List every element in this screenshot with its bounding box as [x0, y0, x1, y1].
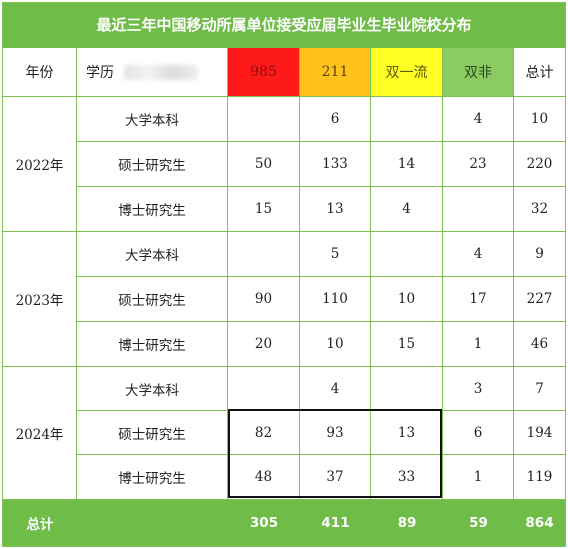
degree-cell: 博士研究生	[77, 455, 228, 500]
degree-cell: 博士研究生	[77, 187, 228, 232]
value-total: 10	[514, 97, 565, 142]
value-non-double: 4	[443, 232, 514, 277]
value-985: 50	[228, 142, 300, 187]
table-title: 最近三年中国移动所属单位接受应届毕业生毕业院校分布	[3, 3, 565, 48]
value-double-first-class	[371, 367, 443, 411]
totals-label: 总计	[26, 517, 54, 533]
value-double-first-class: 14	[371, 142, 443, 187]
value-985: 20	[228, 322, 300, 367]
value-double-first-class: 10	[371, 277, 443, 322]
value-211: 10	[300, 322, 371, 367]
total-985: 305	[249, 515, 279, 531]
year-cell: 2024年	[3, 367, 77, 500]
degree-cell: 大学本科	[77, 367, 228, 411]
value-total: 194	[514, 411, 565, 455]
value-total: 46	[514, 322, 565, 367]
value-985	[228, 232, 300, 277]
value-non-double: 3	[443, 367, 514, 411]
value-211: 5	[300, 232, 371, 277]
value-non-double: 1	[443, 455, 514, 500]
value-985: 15	[228, 187, 300, 232]
value-non-double: 23	[443, 142, 514, 187]
value-211: 110	[300, 277, 371, 322]
value-211: 4	[300, 367, 371, 411]
header-non-double: 双非	[443, 48, 514, 97]
value-211: 93	[300, 411, 371, 455]
value-double-first-class	[371, 97, 443, 142]
value-non-double	[443, 187, 514, 232]
value-985: 90	[228, 277, 300, 322]
totals-row: 总计 305 411 89 59 864	[3, 500, 565, 546]
value-985	[228, 97, 300, 142]
value-double-first-class	[371, 232, 443, 277]
header-211: 211	[300, 48, 371, 97]
value-211: 13	[300, 187, 371, 232]
value-total: 32	[514, 187, 565, 232]
header-double-first-class: 双一流	[371, 48, 443, 97]
value-double-first-class: 13	[371, 411, 443, 455]
value-total: 9	[514, 232, 565, 277]
value-double-first-class: 33	[371, 455, 443, 500]
degree-cell: 大学本科	[77, 232, 228, 277]
value-total: 227	[514, 277, 565, 322]
value-211: 133	[300, 142, 371, 187]
value-double-first-class: 4	[371, 187, 443, 232]
value-985	[228, 367, 300, 411]
value-985: 48	[228, 455, 300, 500]
value-non-double: 4	[443, 97, 514, 142]
value-non-double: 1	[443, 322, 514, 367]
value-total: 220	[514, 142, 565, 187]
blurred-watermark	[124, 64, 198, 80]
header-total: 总计	[514, 48, 565, 97]
degree-cell: 硕士研究生	[77, 142, 228, 187]
value-non-double: 6	[443, 411, 514, 455]
header-year: 年份	[3, 48, 77, 97]
grand-total: 864	[525, 515, 554, 531]
header-degree-cell: 学历	[77, 48, 228, 97]
value-non-double: 17	[443, 277, 514, 322]
header-985: 985	[228, 48, 300, 97]
degree-cell: 博士研究生	[77, 322, 228, 367]
total-double-first-class: 89	[397, 515, 417, 531]
year-cell: 2023年	[3, 232, 77, 367]
degree-cell: 硕士研究生	[77, 277, 228, 322]
value-211: 37	[300, 455, 371, 500]
value-211: 6	[300, 97, 371, 142]
value-total: 7	[514, 367, 565, 411]
header-degree: 学历	[86, 65, 114, 81]
total-non-double: 59	[469, 515, 488, 531]
total-211: 411	[321, 515, 350, 531]
value-985: 82	[228, 411, 300, 455]
value-total: 119	[514, 455, 565, 500]
year-cell: 2022年	[3, 97, 77, 232]
value-double-first-class: 15	[371, 322, 443, 367]
degree-cell: 大学本科	[77, 97, 228, 142]
degree-cell: 硕士研究生	[77, 411, 228, 455]
